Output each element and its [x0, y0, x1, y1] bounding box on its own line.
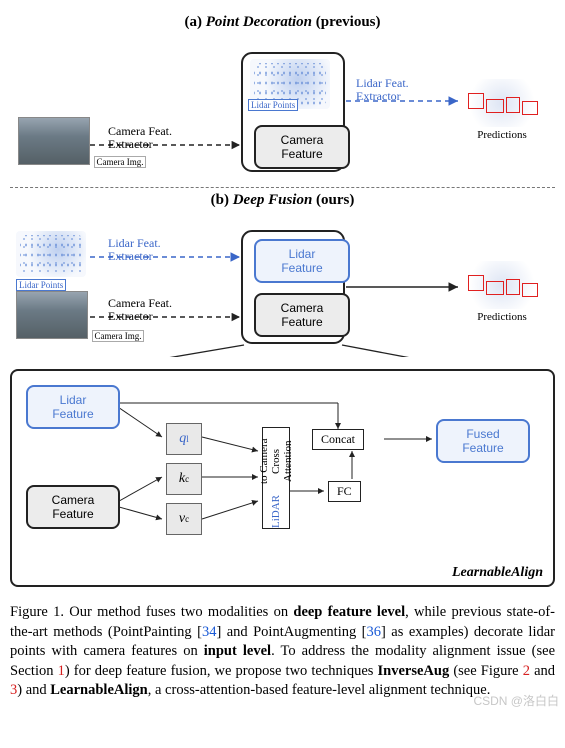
camera-feature-box-b: Camera Feature: [254, 293, 350, 337]
watermark: CSDN @洛白白: [473, 692, 559, 709]
lidar-extractor-l2: Extractor: [356, 90, 409, 103]
lidar-thumb-b: Lidar Points: [16, 231, 86, 293]
caption-fig-label: Figure 1.: [10, 604, 64, 620]
predictions-label-a: Predictions: [462, 129, 542, 141]
diagram-a: Camera Img. Camera Feat. Extractor Lidar…: [10, 39, 555, 179]
la-k: kc: [166, 463, 202, 495]
title-a-italic: Point Decoration: [206, 14, 312, 30]
ref-36[interactable]: 36: [367, 624, 382, 640]
pred-thumb-b: [462, 261, 542, 309]
title-b: (b) Deep Fusion (ours): [10, 192, 555, 209]
caption-t6: ) for deep feature fusion, we propose tw…: [65, 663, 378, 679]
title-b-italic: Deep Fusion: [233, 192, 313, 208]
title-b-suffix: (ours): [312, 192, 354, 208]
ref-sec1[interactable]: 1: [58, 663, 65, 679]
section-divider: [10, 187, 555, 188]
la-q: ql: [166, 423, 202, 455]
bbox: [486, 99, 504, 113]
title-a-suffix: (previous): [312, 14, 380, 30]
camera-extractor-l2: Extractor: [108, 138, 172, 151]
bbox: [522, 101, 538, 115]
diagram-b-top: Lidar Points Camera Img. Lidar Feat. Ext…: [10, 217, 555, 357]
lidar-extractor-label-a: Lidar Feat. Extractor: [356, 77, 409, 102]
title-b-prefix: (b): [211, 192, 233, 208]
camera-extractor-b-l1: Camera Feat.: [108, 297, 172, 310]
camera-thumb-img: [18, 117, 90, 165]
caption-t8: and: [530, 663, 555, 679]
learnable-align-box: Lidar Feature Camera Feature ql kc vc Li…: [10, 369, 555, 587]
bbox: [522, 283, 538, 297]
la-cross-attention: LiDAR to CameraCross Attention: [262, 427, 290, 529]
caption-learnablealign: LearnableAlign: [50, 682, 147, 698]
caption-t3: ] and PointAugmenting [: [216, 624, 366, 640]
lidar-extractor-label-b: Lidar Feat. Extractor: [108, 237, 161, 262]
la-camera-feature: Camera Feature: [26, 485, 120, 529]
lidar-thumb-graphic: [16, 231, 86, 277]
predictions-label-b: Predictions: [462, 311, 542, 323]
caption-input-level: input level: [204, 643, 271, 659]
camera-feature-box-a: Camera Feature: [254, 125, 350, 169]
caption-deep-feature: deep feature level: [293, 604, 405, 620]
lidar-cloud-a: Lidar Points: [250, 59, 330, 109]
lidar-points-label-a: Lidar Points: [248, 99, 298, 111]
lidar-extractor-b-l1: Lidar Feat.: [108, 237, 161, 250]
lidar-thumb-label: Lidar Points: [16, 279, 66, 291]
bbox: [506, 279, 520, 295]
la-fused-feature: Fused Feature: [436, 419, 530, 463]
la-k-sup: c: [185, 474, 189, 484]
bbox: [468, 93, 484, 109]
figure-caption: Figure 1. Our method fuses two modalitie…: [10, 603, 555, 701]
pred-thumb-a: [462, 79, 542, 127]
la-v: vc: [166, 503, 202, 535]
camera-extractor-b-l2: Extractor: [108, 310, 172, 323]
caption-t7: (see Figure: [449, 663, 523, 679]
title-a: (a) Point Decoration (previous): [10, 14, 555, 31]
la-v-sup: c: [185, 514, 189, 524]
camera-extractor-l1: Camera Feat.: [108, 125, 172, 138]
la-q-letter: q: [179, 431, 186, 447]
la-fc: FC: [328, 481, 361, 502]
ref-fig2[interactable]: 2: [523, 663, 530, 679]
caption-t9: ) and: [17, 682, 50, 698]
lidar-feature-box-b: Lidar Feature: [254, 239, 350, 283]
title-a-prefix: (a): [185, 14, 206, 30]
bbox: [506, 97, 520, 113]
camera-thumb-label-b: Camera Img.: [92, 330, 145, 342]
la-title: LearnableAlign: [452, 565, 543, 581]
la-lidar-feature: Lidar Feature: [26, 385, 120, 429]
bbox: [468, 275, 484, 291]
lidar-extractor-l1: Lidar Feat.: [356, 77, 409, 90]
predictions-b: Predictions: [462, 261, 542, 323]
predictions-a: Predictions: [462, 79, 542, 141]
camera-extractor-label-a: Camera Feat. Extractor: [108, 125, 172, 150]
caption-t10: , a cross-attention-based feature-level …: [148, 682, 491, 698]
camera-thumb-img-b: [16, 291, 88, 339]
camera-thumb-label: Camera Img.: [94, 156, 147, 168]
caption-inverseaug: InverseAug: [378, 663, 450, 679]
caption-t1: Our method fuses two modalities on: [64, 604, 293, 620]
la-q-sup: l: [186, 434, 189, 444]
la-concat: Concat: [312, 429, 364, 450]
camera-extractor-label-b: Camera Feat. Extractor: [108, 297, 172, 322]
lidar-extractor-b-l2: Extractor: [108, 250, 161, 263]
ref-34[interactable]: 34: [202, 624, 217, 640]
bbox: [486, 281, 504, 295]
